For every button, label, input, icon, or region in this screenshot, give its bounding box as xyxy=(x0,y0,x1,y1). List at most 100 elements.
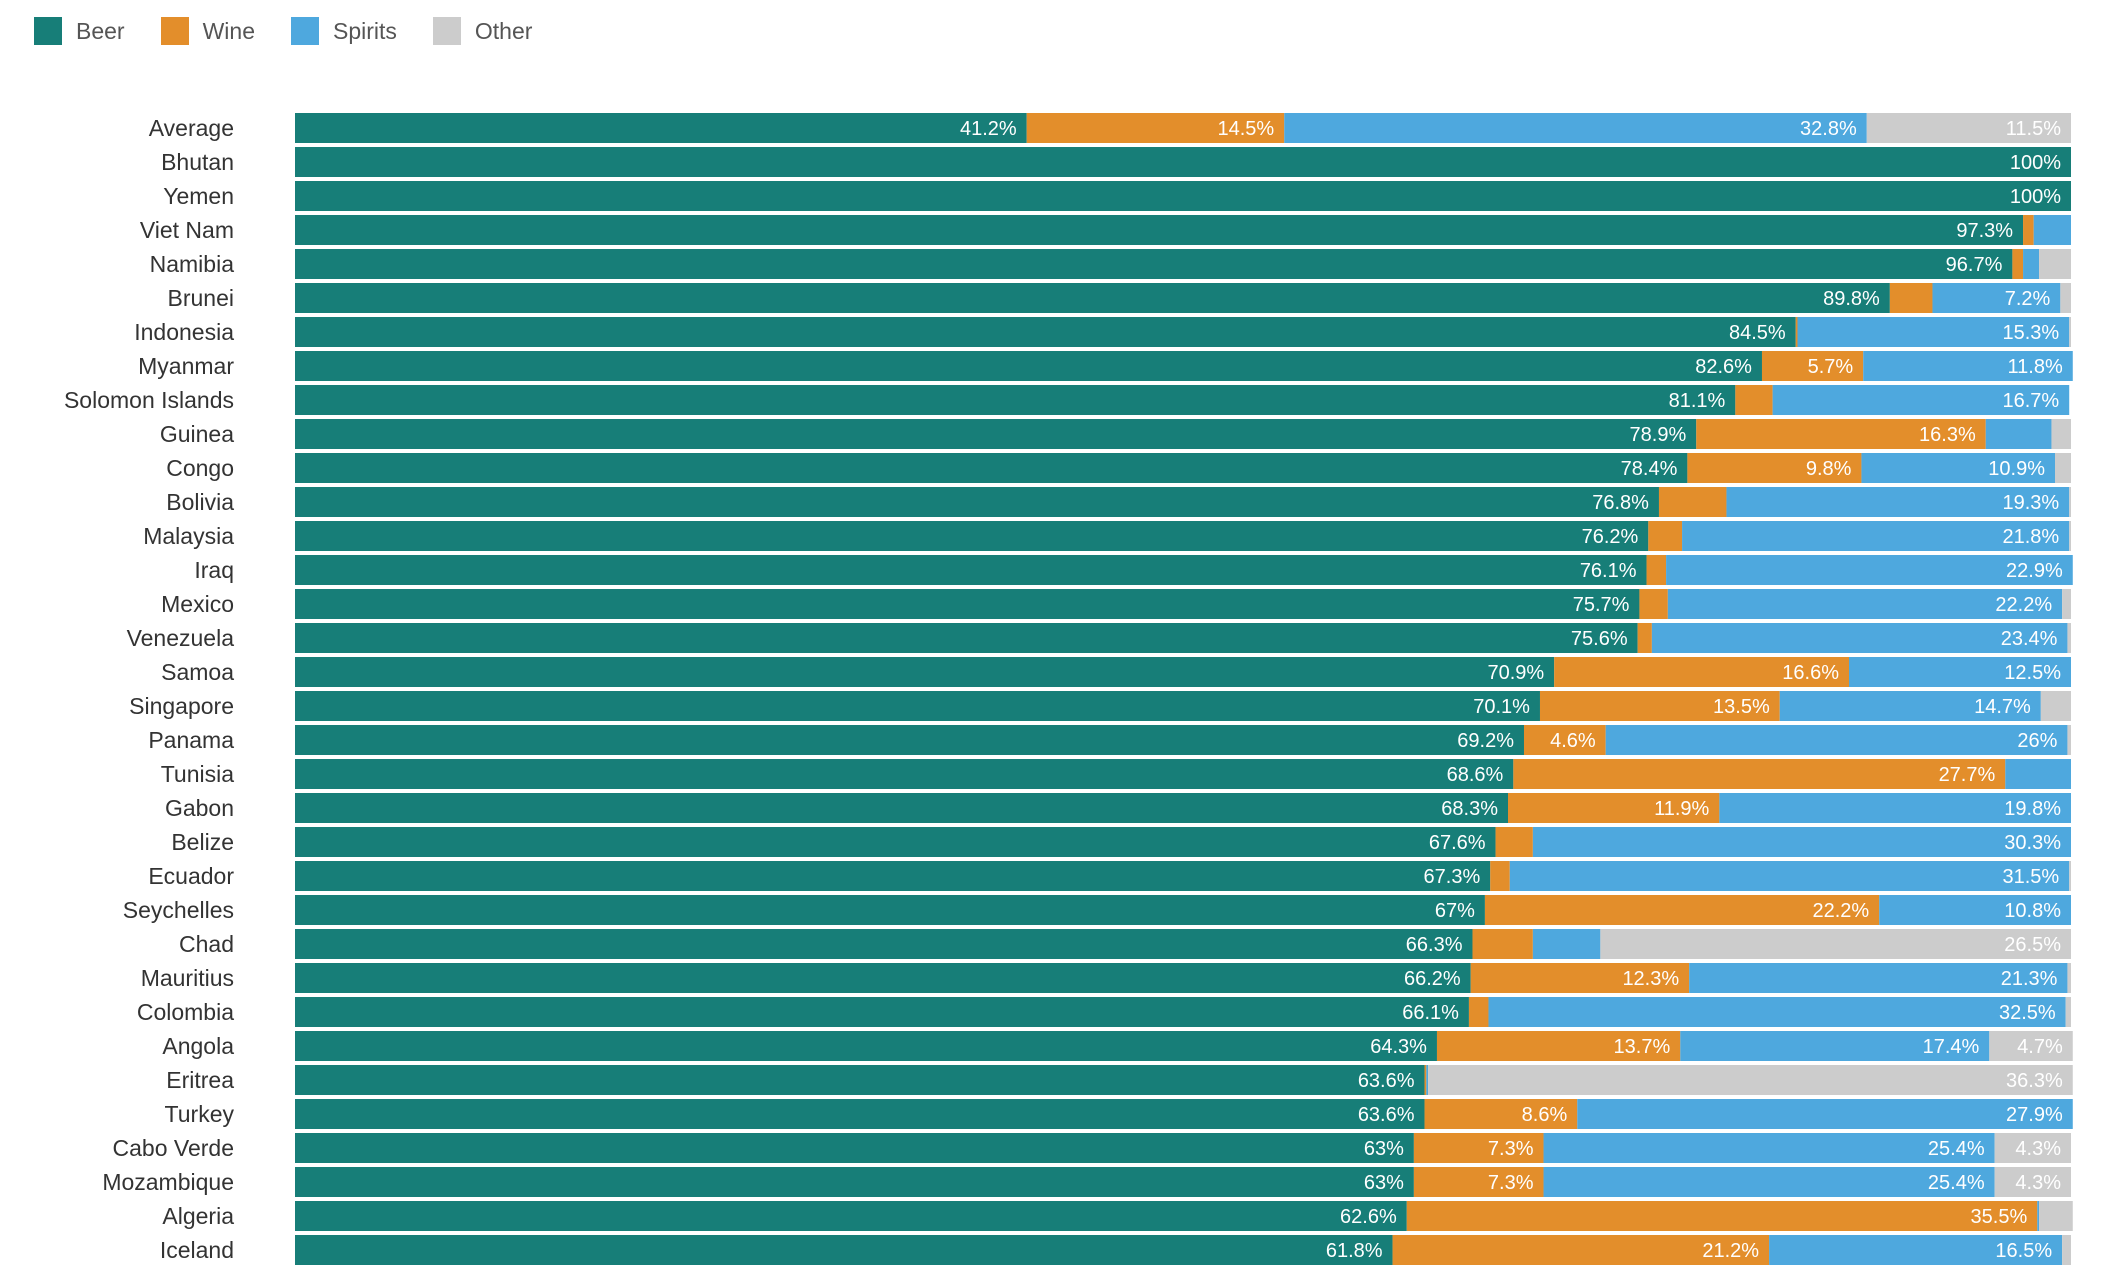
bar-spirits-guinea[interactable] xyxy=(1985,419,2052,449)
bar-wine-eritrea[interactable] xyxy=(1424,1065,1427,1095)
bar-beer-iraq[interactable] xyxy=(295,555,1647,585)
bar-spirits-colombia[interactable] xyxy=(1488,997,2066,1027)
bar-wine-viet-nam[interactable] xyxy=(2023,215,2034,245)
bar-wine-mexico[interactable] xyxy=(1639,589,1668,619)
bar-beer-mozambique[interactable] xyxy=(295,1167,1414,1197)
bar-beer-colombia[interactable] xyxy=(295,997,1469,1027)
legend-item-other[interactable]: Other xyxy=(432,17,532,45)
bar-beer-seychelles[interactable] xyxy=(295,895,1485,925)
bar-wine-cabo-verde[interactable] xyxy=(1413,1133,1544,1163)
bar-wine-turkey[interactable] xyxy=(1424,1099,1578,1129)
bar-other-chad[interactable] xyxy=(1600,929,2071,959)
bar-other-algeria[interactable] xyxy=(2039,1201,2073,1231)
bar-other-venezuela[interactable] xyxy=(2067,623,2071,653)
bar-wine-seychelles[interactable] xyxy=(1484,895,1880,925)
bar-beer-belize[interactable] xyxy=(295,827,1496,857)
bar-beer-turkey[interactable] xyxy=(295,1099,1425,1129)
bar-other-mexico[interactable] xyxy=(2062,589,2071,619)
bar-beer-samoa[interactable] xyxy=(295,657,1555,687)
bar-spirits-belize[interactable] xyxy=(1532,827,2071,857)
bar-spirits-viet-nam[interactable] xyxy=(2033,215,2071,245)
bar-beer-tunisia[interactable] xyxy=(295,759,1514,789)
bar-spirits-iceland[interactable] xyxy=(1769,1235,2063,1265)
bar-spirits-chad[interactable] xyxy=(1532,929,1601,959)
bar-spirits-cabo-verde[interactable] xyxy=(1543,1133,1995,1163)
bar-spirits-namibia[interactable] xyxy=(2023,249,2040,279)
bar-spirits-mozambique[interactable] xyxy=(1543,1167,1995,1197)
bar-spirits-average[interactable] xyxy=(1284,113,1867,143)
bar-beer-ecuador[interactable] xyxy=(295,861,1491,891)
bar-wine-guinea[interactable] xyxy=(1696,419,1986,449)
bar-beer-viet-nam[interactable] xyxy=(295,215,2024,245)
bar-wine-angola[interactable] xyxy=(1436,1031,1681,1061)
legend-item-wine[interactable]: Wine xyxy=(160,17,255,45)
bar-other-namibia[interactable] xyxy=(2039,249,2071,279)
bar-beer-average[interactable] xyxy=(295,113,1027,143)
bar-spirits-samoa[interactable] xyxy=(1849,657,2071,687)
bar-beer-angola[interactable] xyxy=(295,1031,1437,1061)
bar-wine-solomon-islands[interactable] xyxy=(1735,385,1773,415)
bar-other-eritrea[interactable] xyxy=(1428,1065,2073,1095)
bar-beer-mauritius[interactable] xyxy=(295,963,1471,993)
bar-other-bolivia[interactable] xyxy=(2069,487,2071,517)
bar-spirits-angola[interactable] xyxy=(1680,1031,1990,1061)
bar-beer-singapore[interactable] xyxy=(295,691,1540,721)
bar-spirits-congo[interactable] xyxy=(1861,453,2056,483)
bar-beer-brunei[interactable] xyxy=(295,283,1890,313)
bar-other-indonesia[interactable] xyxy=(2069,317,2071,347)
bar-other-average[interactable] xyxy=(1866,113,2071,143)
bar-wine-indonesia[interactable] xyxy=(1795,317,1798,347)
bar-other-cabo-verde[interactable] xyxy=(1994,1133,2071,1163)
bar-other-angola[interactable] xyxy=(1989,1031,2073,1061)
bar-beer-solomon-islands[interactable] xyxy=(295,385,1736,415)
bar-spirits-panama[interactable] xyxy=(1605,725,2068,755)
bar-wine-average[interactable] xyxy=(1026,113,1285,143)
bar-beer-venezuela[interactable] xyxy=(295,623,1638,653)
bar-beer-yemen[interactable] xyxy=(295,181,2071,211)
bar-spirits-algeria[interactable] xyxy=(2037,1201,2040,1231)
bar-wine-samoa[interactable] xyxy=(1554,657,1849,687)
bar-other-congo[interactable] xyxy=(2055,453,2071,483)
bar-beer-indonesia[interactable] xyxy=(295,317,1796,347)
bar-spirits-myanmar[interactable] xyxy=(1863,351,2073,381)
bar-spirits-venezuela[interactable] xyxy=(1651,623,2068,653)
bar-wine-panama[interactable] xyxy=(1523,725,1606,755)
bar-spirits-bolivia[interactable] xyxy=(1726,487,2070,517)
bar-wine-belize[interactable] xyxy=(1495,827,1533,857)
bar-spirits-seychelles[interactable] xyxy=(1879,895,2071,925)
bar-wine-iraq[interactable] xyxy=(1646,555,1667,585)
bar-beer-gabon[interactable] xyxy=(295,793,1509,823)
bar-beer-chad[interactable] xyxy=(295,929,1473,959)
bar-spirits-solomon-islands[interactable] xyxy=(1772,385,2070,415)
bar-spirits-tunisia[interactable] xyxy=(2005,759,2071,789)
bar-spirits-singapore[interactable] xyxy=(1779,691,2041,721)
bar-beer-mexico[interactable] xyxy=(295,589,1640,619)
bar-wine-iceland[interactable] xyxy=(1392,1235,1770,1265)
bar-spirits-indonesia[interactable] xyxy=(1797,317,2070,347)
bar-beer-cabo-verde[interactable] xyxy=(295,1133,1414,1163)
bar-other-singapore[interactable] xyxy=(2040,691,2071,721)
bar-beer-bhutan[interactable] xyxy=(295,147,2071,177)
bar-other-malaysia[interactable] xyxy=(2069,521,2071,551)
bar-wine-ecuador[interactable] xyxy=(1490,861,1510,891)
bar-wine-mozambique[interactable] xyxy=(1413,1167,1544,1197)
bar-beer-panama[interactable] xyxy=(295,725,1524,755)
bar-beer-namibia[interactable] xyxy=(295,249,2013,279)
bar-wine-mauritius[interactable] xyxy=(1470,963,1690,993)
bar-spirits-mauritius[interactable] xyxy=(1689,963,2068,993)
bar-spirits-iraq[interactable] xyxy=(1666,555,2073,585)
bar-wine-malaysia[interactable] xyxy=(1648,521,1683,551)
bar-wine-congo[interactable] xyxy=(1687,453,1862,483)
bar-wine-chad[interactable] xyxy=(1472,929,1533,959)
bar-other-mauritius[interactable] xyxy=(2067,963,2071,993)
bar-spirits-brunei[interactable] xyxy=(1932,283,2061,313)
bar-wine-algeria[interactable] xyxy=(1406,1201,2038,1231)
bar-beer-bolivia[interactable] xyxy=(295,487,1659,517)
bar-other-colombia[interactable] xyxy=(2065,997,2071,1027)
bar-wine-tunisia[interactable] xyxy=(1513,759,2006,789)
bar-spirits-gabon[interactable] xyxy=(1719,793,2071,823)
bar-other-guinea[interactable] xyxy=(2051,419,2071,449)
bar-other-mozambique[interactable] xyxy=(1994,1167,2071,1197)
bar-spirits-ecuador[interactable] xyxy=(1509,861,2070,891)
legend-item-spirits[interactable]: Spirits xyxy=(291,17,397,45)
